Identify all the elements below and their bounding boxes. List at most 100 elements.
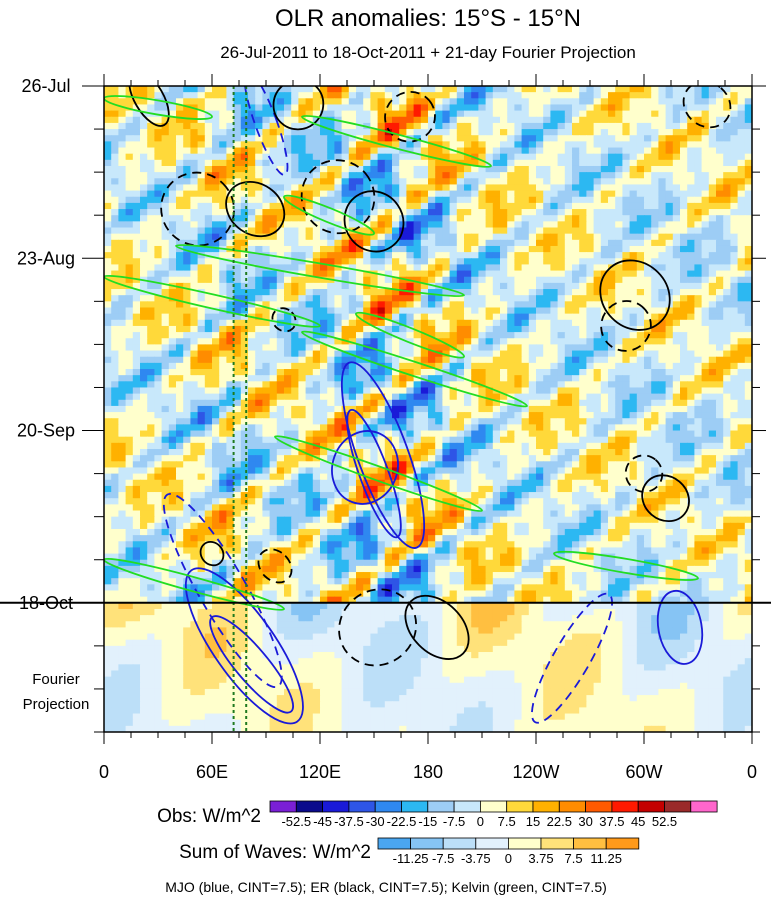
anomaly-cell xyxy=(132,178,141,186)
anomaly-cell xyxy=(651,135,659,142)
anomaly-cell xyxy=(644,399,652,407)
anomaly-cell xyxy=(579,412,587,419)
anomaly-cell xyxy=(622,301,631,309)
anomaly-cell xyxy=(233,332,242,339)
anomaly-cell xyxy=(500,319,508,327)
anomaly-cell xyxy=(564,190,573,198)
anomaly-cell xyxy=(406,412,415,419)
anomaly-cell xyxy=(730,209,739,216)
anomaly-cell xyxy=(694,147,703,155)
anomaly-cell xyxy=(428,141,436,149)
anomaly-cell xyxy=(298,184,307,192)
anomaly-cell xyxy=(356,375,364,382)
anomaly-cell xyxy=(190,295,199,302)
anomaly-cell xyxy=(536,270,544,278)
anomaly-cell xyxy=(147,356,155,364)
anomaly-cell xyxy=(327,270,335,278)
anomaly-cell xyxy=(363,190,371,198)
anomaly-cell xyxy=(572,98,580,106)
anomaly-cell xyxy=(557,172,566,179)
anomaly-cell xyxy=(500,412,508,419)
anomaly-cell xyxy=(147,239,155,247)
anomaly-cell xyxy=(399,264,407,272)
anomaly-cell xyxy=(341,190,350,198)
anomaly-cell xyxy=(370,325,379,333)
anomaly-cell xyxy=(579,165,587,173)
anomaly-cell xyxy=(312,393,321,401)
anomaly-cell xyxy=(118,325,127,333)
anomaly-cell xyxy=(694,141,703,149)
anomaly-cell xyxy=(550,159,559,167)
anomaly-cell xyxy=(680,369,688,376)
anomaly-cell xyxy=(284,122,292,130)
anomaly-cell xyxy=(262,135,271,142)
anomaly-cell xyxy=(528,239,537,247)
anomaly-cell xyxy=(644,252,652,259)
anomaly-cell xyxy=(420,301,429,309)
anomaly-cell xyxy=(615,295,623,302)
anomaly-cell xyxy=(312,202,321,210)
anomaly-cell xyxy=(636,313,645,321)
anomaly-cell xyxy=(255,147,263,155)
anomaly-cell xyxy=(356,86,364,93)
anomaly-cell xyxy=(593,344,602,352)
anomaly-cell xyxy=(327,387,335,395)
anomaly-cell xyxy=(161,86,170,93)
anomaly-cell xyxy=(723,129,731,136)
anomaly-cell xyxy=(708,227,717,235)
anomaly-cell xyxy=(276,362,285,370)
anomaly-cell xyxy=(536,356,544,364)
anomaly-cell xyxy=(672,184,681,192)
anomaly-cell xyxy=(255,332,263,339)
anomaly-cell xyxy=(507,381,515,389)
anomaly-cell xyxy=(334,356,343,364)
anomaly-cell xyxy=(370,172,379,179)
anomaly-cell xyxy=(125,338,134,345)
anomaly-cell xyxy=(356,129,364,136)
anomaly-cell xyxy=(197,190,206,198)
anomaly-cell xyxy=(579,92,587,99)
anomaly-cell xyxy=(651,184,659,192)
anomaly-cell xyxy=(348,264,357,272)
anomaly-cell xyxy=(428,381,436,389)
anomaly-cell xyxy=(615,264,623,272)
anomaly-cell xyxy=(132,252,141,259)
anomaly-cell xyxy=(176,104,184,112)
anomaly-cell xyxy=(276,369,285,376)
anomaly-cell xyxy=(363,92,371,99)
anomaly-cell xyxy=(744,178,752,186)
anomaly-cell xyxy=(543,147,551,155)
anomaly-cell xyxy=(593,295,602,302)
anomaly-cell xyxy=(608,215,616,222)
anomaly-cell xyxy=(212,307,220,315)
anomaly-cell xyxy=(226,110,235,118)
anomaly-cell xyxy=(644,418,652,425)
anomaly-cell xyxy=(514,350,523,358)
anomaly-cell xyxy=(420,418,429,425)
anomaly-cell xyxy=(528,362,537,370)
anomaly-cell xyxy=(420,209,429,216)
anomaly-cell xyxy=(514,196,523,204)
anomaly-cell xyxy=(168,350,177,358)
anomaly-cell xyxy=(464,252,472,259)
anomaly-cell xyxy=(140,184,148,192)
anomaly-cell xyxy=(744,356,752,364)
anomaly-cell xyxy=(420,159,429,167)
anomaly-cell xyxy=(456,356,465,364)
anomaly-cell xyxy=(284,141,292,149)
anomaly-cell xyxy=(154,258,163,266)
anomaly-cell xyxy=(406,98,415,106)
anomaly-cell xyxy=(665,190,674,198)
anomaly-cell xyxy=(204,338,213,345)
anomaly-cell xyxy=(262,116,271,124)
anomaly-cell xyxy=(161,239,170,247)
anomaly-cell xyxy=(507,178,515,186)
anomaly-cell xyxy=(276,418,285,425)
anomaly-cell xyxy=(744,332,752,339)
anomaly-cell xyxy=(636,92,645,99)
anomaly-cell xyxy=(708,418,717,425)
anomaly-cell xyxy=(442,387,451,395)
anomaly-cell xyxy=(629,129,638,136)
anomaly-cell xyxy=(420,165,429,173)
anomaly-cell xyxy=(550,282,559,290)
